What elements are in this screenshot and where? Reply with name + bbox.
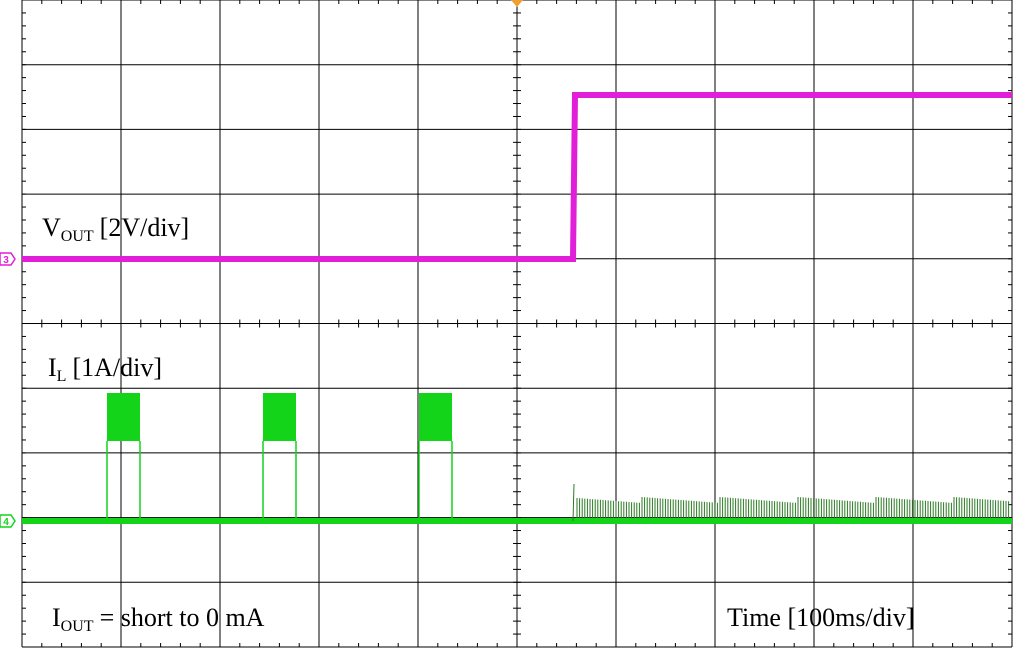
- marker-box: [0, 514, 16, 528]
- label-rest: [2V/div]: [100, 213, 190, 242]
- label-rest: = short to 0 mA: [100, 603, 265, 632]
- vout-label: VOUT [2V/div]: [42, 213, 189, 245]
- il-switching-spikes: [572, 483, 1010, 522]
- trigger-marker: [511, 0, 523, 7]
- label-sub: OUT: [61, 618, 94, 635]
- traces: [22, 92, 1012, 524]
- iout-label: IOUT = short to 0 mA: [52, 603, 265, 635]
- marker-box: [0, 252, 16, 266]
- vout-trace: [22, 92, 1012, 262]
- label-rest: [1A/div]: [72, 353, 162, 382]
- label-sub: L: [57, 368, 67, 385]
- il-trace: [22, 393, 1012, 524]
- channel-marker: 4: [3, 517, 9, 528]
- time-label: Time [100ms/div]: [727, 603, 915, 632]
- il-pulse: [263, 393, 296, 441]
- il-pulse: [419, 393, 452, 441]
- il-pulse: [107, 393, 140, 441]
- label-main: I: [48, 353, 57, 382]
- il-pulse-edges: [106, 441, 453, 521]
- channel-4-marker: 4: [0, 514, 16, 528]
- channel-marker: 3: [3, 255, 9, 266]
- channel-3-marker: 3: [0, 252, 16, 266]
- label-sub: OUT: [61, 228, 94, 245]
- label-main: I: [52, 603, 61, 632]
- label-main: V: [42, 213, 61, 242]
- il-label: IL [1A/div]: [48, 353, 162, 385]
